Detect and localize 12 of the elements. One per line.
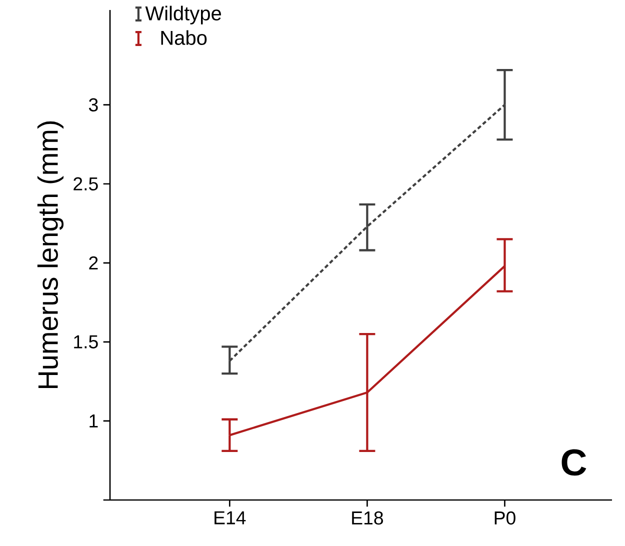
y-tick-label: 3 (88, 98, 98, 112)
y-tick-label: 1.5 (74, 335, 98, 348)
annotation: C (562, 449, 586, 476)
y-axis-title: Humerus length (mm) (37, 121, 64, 388)
y-tick-label: 1 (90, 414, 98, 428)
x-tick-label: E18 (352, 511, 383, 525)
y-tick-label: 2.5 (74, 177, 98, 190)
x-tick-label: P0 (494, 511, 516, 525)
legend-label: Nabo (161, 30, 207, 45)
y-tick-label: 2 (89, 256, 98, 270)
legend-label: Wildtype (145, 6, 221, 24)
x-tick-label: E14 (214, 511, 246, 524)
